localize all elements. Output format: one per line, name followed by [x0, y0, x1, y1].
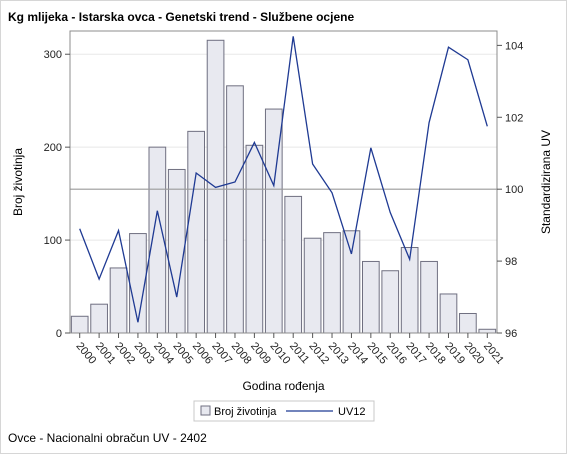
chart-title: Kg mlijeka - Istarska ovca - Genetski tr…: [8, 10, 355, 24]
y2-tick-label: 98: [505, 256, 517, 268]
bar: [129, 233, 147, 334]
bar: [362, 260, 380, 334]
x-tick-label: 2006: [190, 340, 215, 366]
bar: [226, 85, 244, 334]
bar-layer: [70, 39, 497, 334]
bar: [303, 237, 322, 334]
x-tick-label: 2008: [229, 340, 254, 366]
bar: [284, 195, 303, 334]
line-layer: [79, 36, 488, 323]
legend-swatch-broj-zivotinja: [200, 405, 211, 416]
x-tick-label: 2003: [132, 340, 157, 366]
x-tick-label: 2000: [73, 340, 98, 366]
bar: [381, 270, 400, 334]
y2-tick-label: 96: [505, 328, 517, 340]
plot-border: [69, 30, 498, 334]
bar: [478, 328, 497, 334]
y-tick-label: 0: [56, 328, 62, 340]
bar: [420, 260, 438, 334]
bar: [459, 312, 477, 334]
y2-tick-label: 102: [505, 112, 523, 124]
bar: [109, 267, 128, 334]
footnote: Ovce - Nacionalni obračun UV - 2402: [8, 431, 207, 445]
x-tick-label: 2018: [423, 340, 448, 366]
legend: Broj životinja UV12: [193, 400, 375, 422]
x-tick-label: 2007: [209, 340, 234, 366]
x-tick-label: 2002: [112, 340, 137, 366]
x-tick-label: 2013: [326, 340, 351, 366]
x-tick-label: 2011: [287, 340, 311, 366]
legend-box: [193, 400, 375, 422]
y-axis-title: Broj životinja: [11, 148, 25, 216]
bar: [70, 315, 89, 334]
x-tick-label: 2016: [384, 340, 409, 366]
x-tick-label: 2015: [365, 340, 390, 366]
bar: [245, 144, 264, 334]
x-tick-label: 2021: [481, 340, 506, 366]
bar: [167, 168, 186, 334]
x-tick-label: 2012: [306, 340, 331, 366]
x-tick-label: 2014: [345, 340, 370, 366]
y2-tick-label: 104: [505, 40, 523, 52]
y-tick-label: 300: [44, 49, 62, 61]
bar: [342, 230, 361, 334]
legend-label-uv12: UV12: [338, 406, 366, 418]
bar: [148, 146, 167, 334]
uv12-series-line: [79, 36, 488, 323]
x-tick-label: 2020: [462, 340, 487, 366]
y2-axis-title: Standardizirana UV: [539, 130, 553, 234]
x-axis-title: Godina rođenja: [242, 379, 324, 393]
x-tick-label: 2017: [403, 340, 428, 366]
y-tick-label: 200: [44, 142, 62, 154]
x-tick-label: 2001: [93, 340, 118, 366]
x-tick-label: 2004: [151, 340, 176, 366]
x-tick-label: 2010: [267, 340, 292, 366]
y2-tick-label: 100: [505, 184, 523, 196]
x-tick-label: 2005: [170, 340, 195, 366]
x-tick-label: 2019: [442, 340, 467, 366]
bar: [439, 293, 458, 334]
bar: [323, 232, 341, 334]
bar: [90, 303, 108, 334]
bar: [187, 130, 205, 334]
legend-label-broj-zivotinja: Broj životinja: [214, 406, 277, 418]
y-tick-label: 100: [44, 235, 62, 247]
x-tick-label: 2009: [248, 340, 273, 366]
